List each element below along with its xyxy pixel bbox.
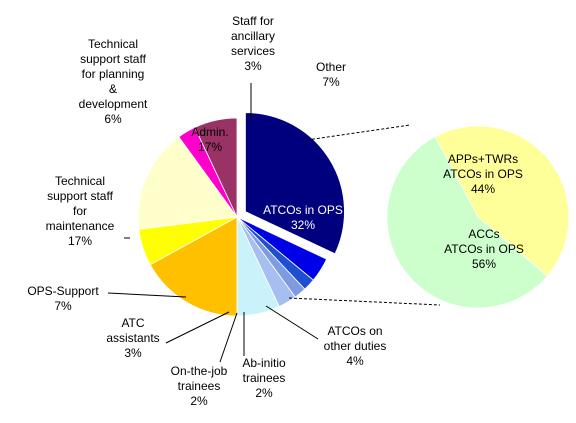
connector-line-top xyxy=(307,125,410,140)
label-line: for xyxy=(73,204,87,218)
label-line: 2% xyxy=(190,394,208,408)
label-technical: Technical support staff for maintenance 17% xyxy=(46,174,115,248)
label-line: OPS-Support xyxy=(27,284,99,298)
label-line: Technical xyxy=(88,37,138,51)
label-line: & xyxy=(109,82,117,96)
label-line: trainees xyxy=(243,371,286,385)
label-technical: Technical support staff for planning & devel… xyxy=(79,37,148,126)
label-line: APPs+TWRs xyxy=(448,152,518,166)
label-line: 32% xyxy=(291,218,315,232)
label-atcos-on: ATCOs on other duties 4% xyxy=(324,324,387,368)
label-line: other duties xyxy=(324,339,387,353)
label-line: ATCOs in OPS xyxy=(444,242,524,256)
label-line: trainees xyxy=(178,379,221,393)
label-on-the-job: On-the-job trainees 2% xyxy=(171,364,228,408)
label-line: 17% xyxy=(68,234,92,248)
label-line: Technical xyxy=(55,174,105,188)
label-line: ancillary xyxy=(231,29,275,43)
label-line: maintenance xyxy=(46,219,115,233)
label-line: ATCOs in OPS xyxy=(443,167,523,181)
label-line: ATCOs in OPS xyxy=(263,203,343,217)
label-ab-initio: Ab-initio trainees 2% xyxy=(242,356,286,400)
label-line: 4% xyxy=(346,354,364,368)
label-line: 3% xyxy=(244,59,262,73)
label-staff-for: Staff for ancillary services 3% xyxy=(231,14,275,73)
leader-line-atcos-other-duties xyxy=(266,306,318,339)
label-line: 3% xyxy=(124,346,142,360)
label-line: 56% xyxy=(472,257,496,271)
label-line: Staff for xyxy=(232,14,274,28)
label-line: Admin. xyxy=(191,125,228,139)
connector-line-bottom xyxy=(289,298,440,305)
label-line: 44% xyxy=(471,182,495,196)
label-line: for planning xyxy=(82,67,145,81)
label-line: 17% xyxy=(198,140,222,154)
label-line: support staff xyxy=(80,52,146,66)
label-line: On-the-job xyxy=(171,364,228,378)
label-atc: ATC assistants 3% xyxy=(106,316,159,360)
label-line: Ab-initio xyxy=(242,356,286,370)
label-line: ACCs xyxy=(468,227,499,241)
label-line: development xyxy=(79,97,148,111)
label-line: 2% xyxy=(255,386,273,400)
label-ops-support: OPS-Support 7% xyxy=(27,284,99,313)
leader-line-atc-assistants xyxy=(166,312,229,343)
label-other: Other 7% xyxy=(316,60,346,89)
label-line: 7% xyxy=(322,75,340,89)
label-line: services xyxy=(231,44,275,58)
label-line: ATCOs on xyxy=(327,324,382,338)
label-line: support staff xyxy=(47,189,113,203)
label-line: assistants xyxy=(106,331,159,345)
label-line: ATC xyxy=(121,316,144,330)
label-line: 6% xyxy=(104,112,122,126)
label-line: Other xyxy=(316,60,346,74)
leader-line-on-the-job xyxy=(220,313,237,362)
label-line: 7% xyxy=(54,299,72,313)
